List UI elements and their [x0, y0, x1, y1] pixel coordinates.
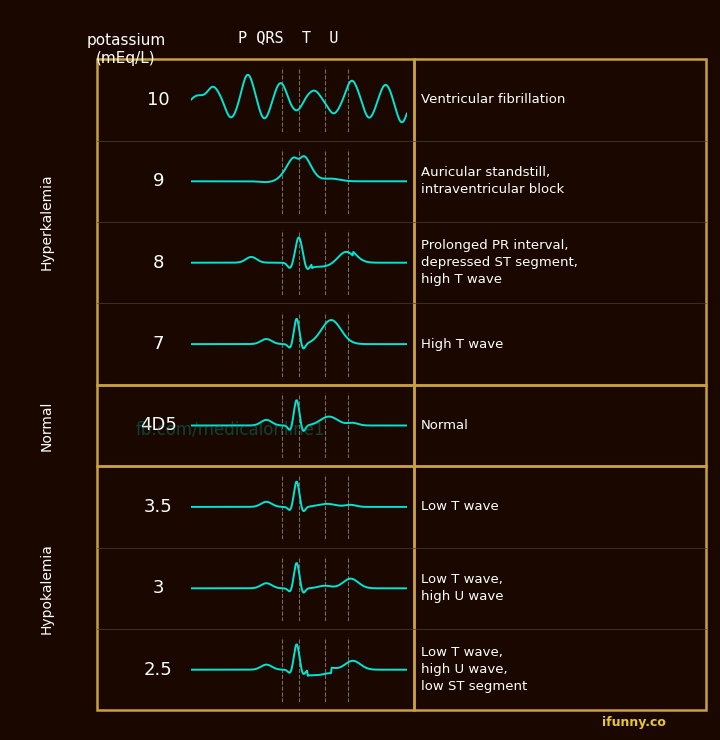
Text: 8: 8 — [153, 254, 164, 272]
Text: 10: 10 — [147, 91, 170, 109]
Text: ifunny.co: ifunny.co — [602, 716, 665, 729]
Text: 9: 9 — [153, 172, 164, 190]
Text: Hypokalemia: Hypokalemia — [40, 543, 54, 633]
Text: 4D5: 4D5 — [140, 417, 177, 434]
Text: Low T wave: Low T wave — [421, 500, 499, 514]
Text: Normal: Normal — [40, 400, 54, 451]
Text: 2.5: 2.5 — [144, 661, 173, 679]
Bar — [414, 466, 706, 710]
Bar — [97, 385, 414, 466]
Bar — [414, 385, 706, 466]
Text: fb.com/medicalonline1: fb.com/medicalonline1 — [135, 420, 325, 438]
Text: Prolonged PR interval,
depressed ST segment,
high T wave: Prolonged PR interval, depressed ST segm… — [421, 239, 578, 286]
Text: potassium
(mEq/L): potassium (mEq/L) — [86, 33, 166, 66]
Text: Auricular standstill,
intraventricular block: Auricular standstill, intraventricular b… — [421, 166, 564, 196]
Text: 3: 3 — [153, 579, 164, 597]
Text: High T wave: High T wave — [421, 337, 503, 351]
Text: Hyperkalemia: Hyperkalemia — [40, 174, 54, 270]
Text: Low T wave,
high U wave: Low T wave, high U wave — [421, 574, 504, 603]
Text: 3.5: 3.5 — [144, 498, 173, 516]
Bar — [97, 59, 414, 385]
Text: 7: 7 — [153, 335, 164, 353]
Text: Ventricular fibrillation: Ventricular fibrillation — [421, 93, 566, 107]
Text: P QRS  T  U: P QRS T U — [238, 30, 338, 44]
Text: Normal: Normal — [421, 419, 469, 432]
Text: Low T wave,
high U wave,
low ST segment: Low T wave, high U wave, low ST segment — [421, 646, 528, 693]
Bar — [414, 59, 706, 385]
Bar — [97, 466, 414, 710]
